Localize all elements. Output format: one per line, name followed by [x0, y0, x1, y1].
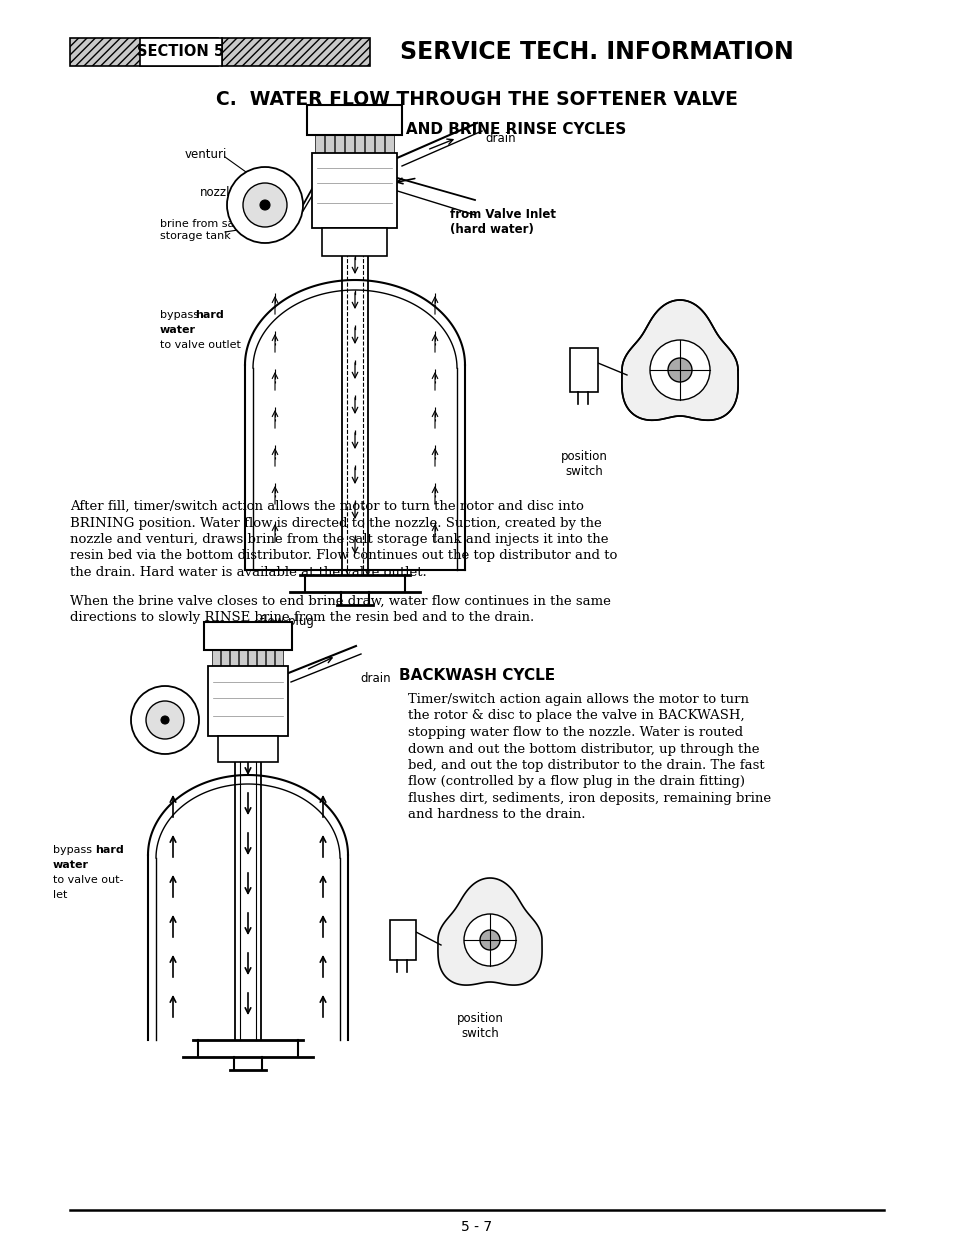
Text: drain: drain [484, 131, 515, 144]
Bar [212, 650, 220, 666]
Text: from Valve Inlet: from Valve Inlet [450, 209, 556, 221]
Text: bed, and out the top distributor to the drain. The fast: bed, and out the top distributor to the … [408, 760, 763, 772]
Circle shape [243, 183, 287, 227]
Circle shape [260, 200, 270, 210]
Text: After fill, timer/switch action allows the motor to turn the rotor and disc into: After fill, timer/switch action allows t… [70, 500, 583, 513]
Text: stopping water flow to the nozzle. Water is routed: stopping water flow to the nozzle. Water… [408, 726, 742, 739]
Text: flushes dirt, sediments, iron deposits, remaining brine: flushes dirt, sediments, iron deposits, … [408, 792, 770, 805]
Text: the drain. Hard water is available at the valve outlet.: the drain. Hard water is available at th… [70, 566, 426, 579]
Bar [375, 135, 384, 153]
Circle shape [479, 930, 499, 950]
Text: C.  WATER FLOW THROUGH THE SOFTENER VALVE: C. WATER FLOW THROUGH THE SOFTENER VALVE [215, 90, 738, 109]
Text: water: water [53, 860, 89, 869]
Bar [385, 135, 394, 153]
Text: BRINING position. Water flow is directed to the nozzle. Suction, created by the: BRINING position. Water flow is directed… [70, 516, 601, 530]
Bar [274, 650, 283, 666]
Text: to valve out-: to valve out- [53, 876, 123, 885]
Text: let: let [53, 890, 68, 900]
Text: venturi: venturi [185, 148, 227, 162]
Bar [256, 650, 265, 666]
Bar [221, 650, 229, 666]
Circle shape [227, 167, 303, 243]
Bar [355, 135, 364, 153]
Text: brine from salt
storage tank: brine from salt storage tank [160, 219, 242, 241]
Text: down and out the bottom distributor, up through the: down and out the bottom distributor, up … [408, 742, 759, 756]
Circle shape [463, 914, 516, 966]
Polygon shape [437, 878, 541, 986]
Circle shape [146, 701, 184, 739]
Bar [314, 135, 324, 153]
Bar [335, 135, 344, 153]
Text: SECTION 5: SECTION 5 [137, 44, 224, 59]
Text: drain: drain [359, 672, 390, 684]
Bar [222, 38, 370, 65]
Bar [239, 650, 247, 666]
Text: Timer/switch action again allows the motor to turn: Timer/switch action again allows the mot… [408, 693, 748, 706]
Text: hard: hard [194, 310, 224, 320]
Bar [313, 153, 397, 228]
Bar [325, 135, 334, 153]
Bar [70, 38, 218, 65]
Text: the rotor & disc to place the valve in BACKWASH,: the rotor & disc to place the valve in B… [408, 709, 744, 722]
Text: position
switch: position switch [560, 450, 607, 478]
Text: bypass: bypass [53, 845, 95, 855]
Text: and hardness to the drain.: and hardness to the drain. [408, 809, 585, 821]
Bar [230, 650, 237, 666]
Text: flow plug: flow plug [260, 615, 314, 629]
Circle shape [667, 358, 691, 382]
Text: bypass: bypass [160, 310, 202, 320]
Text: to valve outlet: to valve outlet [160, 340, 240, 350]
Bar [266, 650, 274, 666]
Bar [569, 348, 598, 391]
Text: water: water [160, 325, 195, 335]
Text: (hard water): (hard water) [450, 224, 534, 236]
Text: directions to slowly RINSE brine from the resin bed and to the drain.: directions to slowly RINSE brine from th… [70, 611, 534, 624]
Polygon shape [621, 300, 738, 420]
Bar [307, 105, 402, 135]
Text: SERVICE TECH. INFORMATION: SERVICE TECH. INFORMATION [399, 40, 793, 64]
Bar [322, 228, 387, 256]
Text: resin bed via the bottom distributor. Flow continues out the top distributor and: resin bed via the bottom distributor. Fl… [70, 550, 617, 562]
Text: hard: hard [95, 845, 124, 855]
Bar [390, 920, 416, 960]
Text: nozzle and venturi, draws brine from the salt storage tank and injects it into t: nozzle and venturi, draws brine from the… [70, 534, 608, 546]
Circle shape [649, 340, 709, 400]
Bar [204, 622, 292, 650]
Bar [365, 135, 374, 153]
Text: BACKWASH CYCLE: BACKWASH CYCLE [398, 668, 555, 683]
Circle shape [161, 716, 169, 724]
Bar [208, 666, 288, 736]
Text: flow (controlled by a flow plug in the drain fitting): flow (controlled by a flow plug in the d… [408, 776, 744, 788]
Text: When the brine valve closes to end brine draw, water flow continues in the same: When the brine valve closes to end brine… [70, 594, 610, 608]
Text: BRINING AND BRINE RINSE CYCLES: BRINING AND BRINE RINSE CYCLES [328, 122, 625, 137]
Circle shape [131, 685, 199, 755]
Bar [140, 38, 222, 65]
Bar [218, 736, 277, 762]
Bar [345, 135, 354, 153]
Text: position
switch: position switch [456, 1011, 503, 1040]
Bar [248, 650, 255, 666]
Text: 5 - 7: 5 - 7 [461, 1220, 492, 1234]
Text: nozzle: nozzle [200, 185, 237, 199]
